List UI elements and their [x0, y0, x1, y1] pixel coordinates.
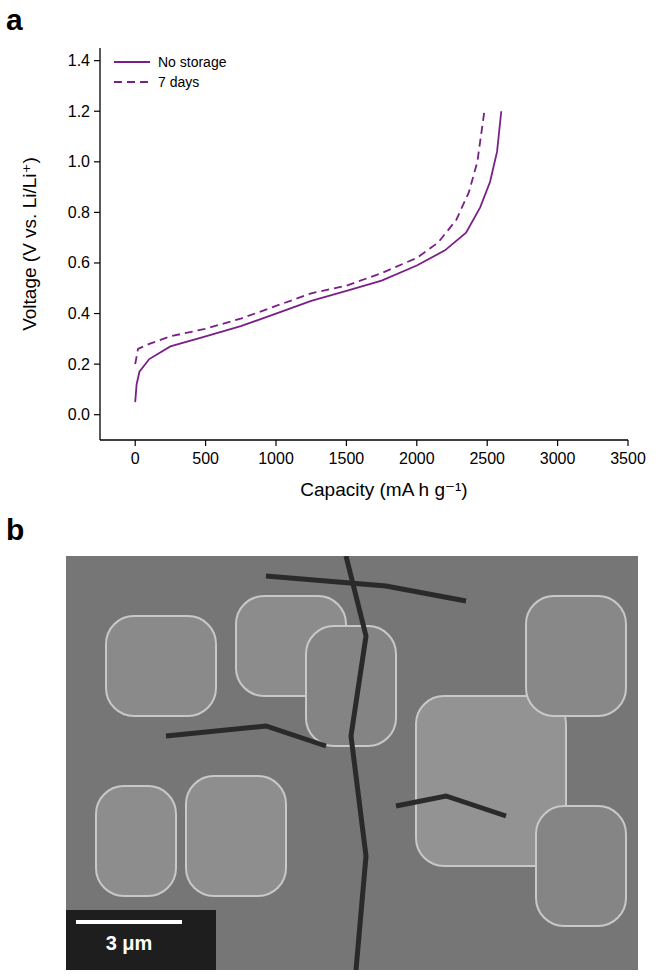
- y-tick-label: 0.2: [68, 356, 90, 373]
- y-tick-label: 1.2: [68, 103, 90, 120]
- y-axis-title: Voltage (V vs. Li/Li⁺): [19, 157, 40, 331]
- x-tick-label: 1000: [258, 450, 294, 467]
- series-line: [135, 111, 501, 402]
- x-tick: [557, 440, 558, 446]
- y-tick: [94, 364, 100, 365]
- sem-image: [66, 556, 638, 970]
- y-tick: [94, 313, 100, 314]
- y-axis: [99, 48, 100, 440]
- x-tick: [487, 440, 488, 446]
- sem-background: [66, 556, 638, 970]
- y-tick: [94, 414, 100, 415]
- x-axis: [100, 439, 628, 440]
- particle: [536, 806, 626, 926]
- x-tick: [627, 440, 628, 446]
- legend-swatch: [114, 61, 150, 63]
- legend-swatch: [114, 81, 150, 83]
- y-tick: [94, 111, 100, 112]
- figure: a 0 500 1000 1500 2000 2500 3000 3500 0.0 0.2 0.4 0.…: [0, 0, 660, 977]
- x-tick-label: 0: [131, 450, 140, 467]
- x-tick: [346, 440, 347, 446]
- crack: [346, 556, 366, 970]
- scale-bar-label: 3 μm: [106, 932, 153, 954]
- x-tick-label: 1500: [329, 450, 365, 467]
- legend-label: No storage: [158, 54, 227, 70]
- x-tick: [416, 440, 417, 446]
- x-tick-label: 2500: [469, 450, 505, 467]
- y-tick: [94, 212, 100, 213]
- particle: [96, 786, 176, 896]
- particle: [526, 596, 626, 716]
- y-tick-label: 0.6: [68, 254, 90, 271]
- x-tick-label: 2000: [399, 450, 435, 467]
- legend: No storage 7 days: [114, 54, 227, 90]
- x-tick: [205, 440, 206, 446]
- x-tick-label: 3000: [540, 450, 576, 467]
- y-tick: [94, 161, 100, 162]
- series-line: [135, 111, 484, 364]
- crack: [266, 576, 466, 601]
- y-tick: [94, 60, 100, 61]
- crack: [166, 726, 326, 746]
- x-tick: [135, 440, 136, 446]
- panel-label: b: [6, 513, 24, 546]
- x-tick-label: 3500: [610, 450, 646, 467]
- axes: 0 500 1000 1500 2000 2500 3000 3500 0.0 0.2 0.4 0.6…: [68, 48, 646, 467]
- series-group: [135, 111, 501, 402]
- x-tick-label: 500: [192, 450, 219, 467]
- particle: [106, 616, 216, 716]
- y-tick-label: 0.8: [68, 204, 90, 221]
- scale-bar: [76, 920, 182, 924]
- scale-bar-ground: [66, 910, 216, 970]
- crack: [396, 796, 506, 816]
- y-tick-label: 1.4: [68, 52, 90, 69]
- x-axis-title: Capacity (mA h g⁻¹): [300, 479, 467, 500]
- y-tick-label: 1.0: [68, 153, 90, 170]
- particle: [186, 776, 286, 896]
- y-tick: [94, 262, 100, 263]
- panel-label: a: [6, 3, 23, 36]
- legend-label: 7 days: [158, 74, 199, 90]
- x-tick: [275, 440, 276, 446]
- y-tick-label: 0.4: [68, 305, 90, 322]
- y-tick-label: 0.0: [68, 406, 90, 423]
